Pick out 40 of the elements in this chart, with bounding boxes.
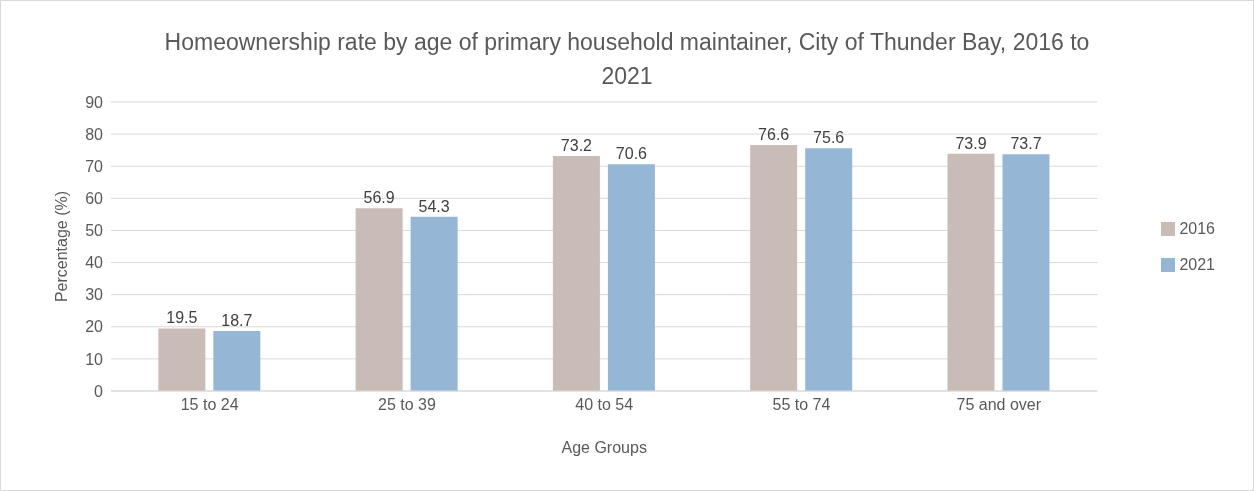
bar (552, 155, 600, 391)
y-tick-label: 70 (85, 157, 104, 175)
data-label: 76.6 (758, 126, 790, 144)
data-label: 56.9 (363, 189, 395, 207)
y-tick-label: 60 (85, 190, 104, 208)
x-axis-title: Age Groups (561, 439, 647, 456)
data-label: 75.6 (813, 129, 845, 147)
bar (213, 330, 261, 391)
y-tick-label: 90 (85, 93, 104, 111)
y-tick-label: 40 (85, 254, 104, 272)
legend-label: 2021 (1179, 255, 1215, 273)
x-tick-label: 55 to 74 (772, 396, 831, 414)
bar (805, 148, 853, 391)
y-tick-label: 80 (85, 125, 104, 143)
y-tick-label: 0 (94, 382, 104, 400)
y-tick-label: 20 (85, 318, 104, 336)
y-tick-label: 30 (85, 286, 104, 304)
y-axis-title: Percentage (%) (52, 190, 70, 303)
x-tick-label: 15 to 24 (180, 396, 239, 414)
bar (410, 216, 458, 391)
data-label: 73.7 (1010, 135, 1042, 153)
bar (607, 164, 655, 391)
bar (1002, 154, 1050, 391)
data-label: 70.6 (615, 145, 648, 163)
data-label: 54.3 (418, 197, 450, 215)
legend-label: 2016 (1179, 219, 1215, 237)
y-tick-label: 10 (85, 350, 104, 368)
x-tick-label: 75 and over (956, 396, 1042, 414)
data-label: 18.7 (221, 311, 253, 329)
bar (750, 145, 798, 391)
x-tick-label: 25 to 39 (378, 396, 436, 414)
data-label: 19.5 (166, 309, 198, 327)
y-tick-label: 50 (85, 222, 104, 240)
bar (355, 208, 403, 391)
chart-title: Homeownership rate by age of primary household maintainer, City of Thunder Bay, 2016 to 2021 (163, 28, 1091, 91)
data-label: 73.9 (955, 134, 987, 152)
x-tick-label: 40 to 54 (575, 396, 634, 414)
bar (947, 153, 995, 391)
bar (158, 328, 206, 391)
data-label: 73.2 (560, 136, 593, 154)
